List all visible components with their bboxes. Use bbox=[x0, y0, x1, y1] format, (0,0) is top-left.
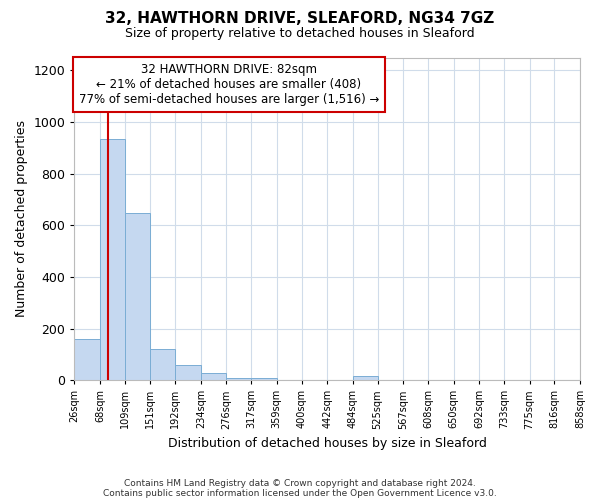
Bar bbox=[251, 378, 277, 380]
Text: 32, HAWTHORN DRIVE, SLEAFORD, NG34 7GZ: 32, HAWTHORN DRIVE, SLEAFORD, NG34 7GZ bbox=[106, 11, 494, 26]
Bar bbox=[100, 139, 125, 380]
Bar bbox=[175, 364, 201, 380]
Bar bbox=[151, 349, 175, 380]
Bar bbox=[201, 373, 226, 380]
Y-axis label: Number of detached properties: Number of detached properties bbox=[15, 120, 28, 318]
Bar bbox=[125, 213, 151, 380]
Text: 32 HAWTHORN DRIVE: 82sqm
← 21% of detached houses are smaller (408)
77% of semi-: 32 HAWTHORN DRIVE: 82sqm ← 21% of detach… bbox=[79, 63, 379, 106]
Text: Contains public sector information licensed under the Open Government Licence v3: Contains public sector information licen… bbox=[103, 488, 497, 498]
Text: Size of property relative to detached houses in Sleaford: Size of property relative to detached ho… bbox=[125, 28, 475, 40]
X-axis label: Distribution of detached houses by size in Sleaford: Distribution of detached houses by size … bbox=[168, 437, 487, 450]
Bar bbox=[74, 339, 100, 380]
Bar bbox=[226, 378, 251, 380]
Text: Contains HM Land Registry data © Crown copyright and database right 2024.: Contains HM Land Registry data © Crown c… bbox=[124, 478, 476, 488]
Bar bbox=[353, 376, 377, 380]
